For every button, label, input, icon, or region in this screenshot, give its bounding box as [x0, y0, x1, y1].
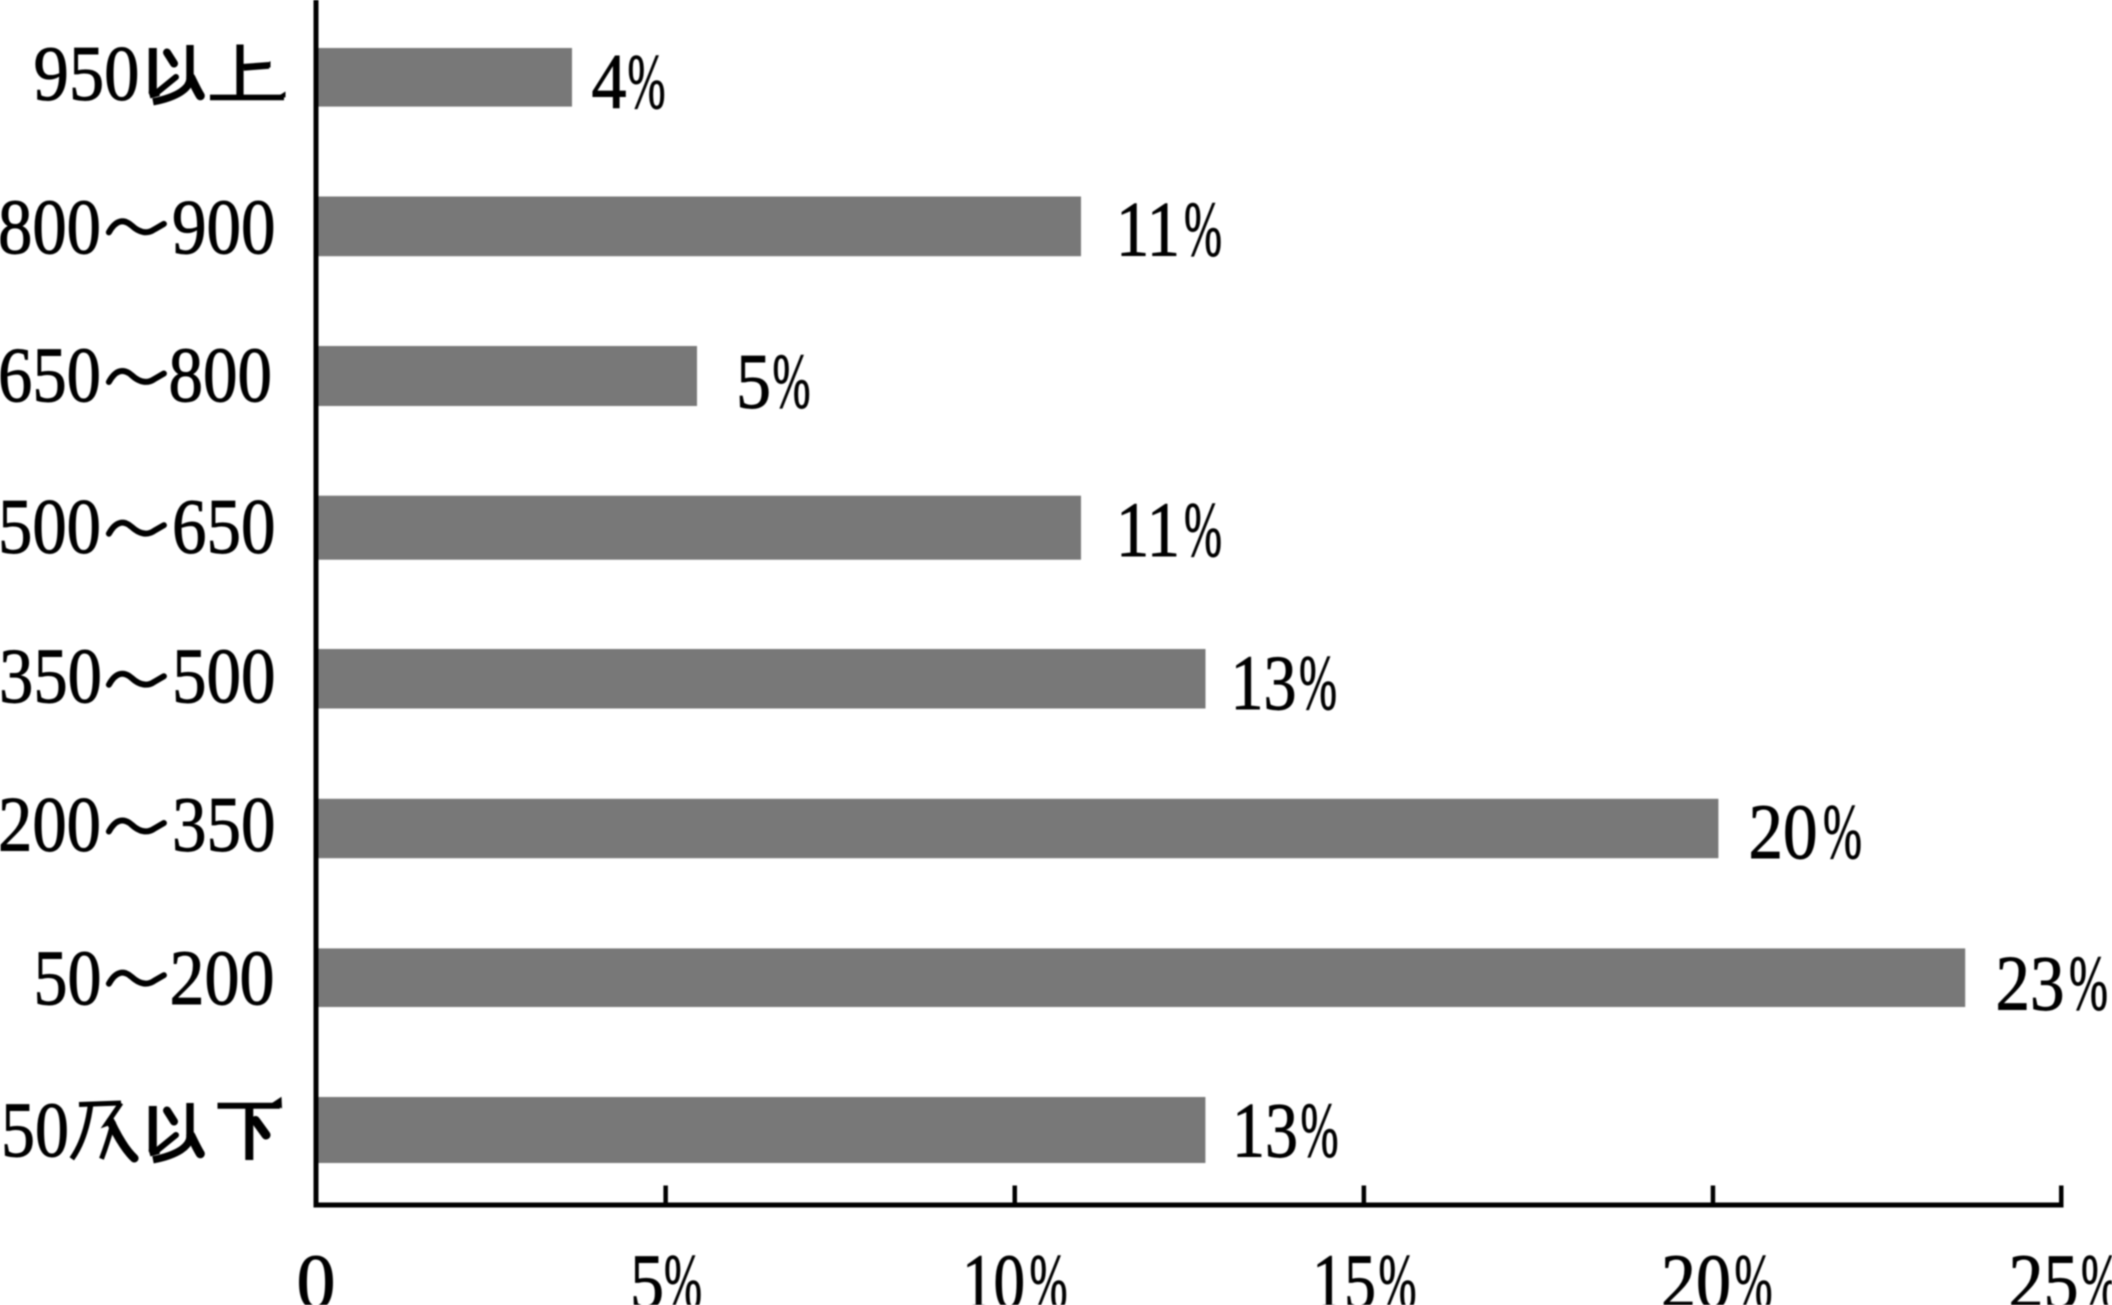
svg-text:%: %	[2081, 1238, 2112, 1305]
svg-text:800: 800	[169, 331, 273, 418]
svg-text:50: 50	[1, 1086, 69, 1173]
svg-text:4: 4	[592, 38, 627, 125]
svg-text:20: 20	[1661, 1238, 1731, 1305]
svg-text:11: 11	[1116, 186, 1180, 273]
svg-text:%: %	[664, 1238, 702, 1305]
svg-text:950: 950	[34, 30, 140, 117]
svg-text:%: %	[1184, 486, 1222, 573]
svg-text:25: 25	[2009, 1238, 2079, 1305]
svg-text:0: 0	[297, 1238, 336, 1305]
svg-text:%: %	[1735, 1238, 1773, 1305]
svg-text:500: 500	[0, 483, 101, 570]
svg-text:13: 13	[1231, 639, 1297, 726]
svg-text:650: 650	[0, 331, 101, 418]
svg-text:350: 350	[0, 632, 102, 719]
svg-text:5: 5	[630, 1238, 664, 1305]
svg-text:%: %	[1030, 1238, 1068, 1305]
svg-text:13: 13	[1232, 1087, 1298, 1174]
svg-text:5: 5	[736, 338, 771, 425]
svg-text:500: 500	[172, 632, 276, 719]
svg-text:%: %	[1823, 788, 1862, 875]
svg-text:350: 350	[172, 781, 276, 868]
svg-text:20: 20	[1749, 788, 1818, 875]
svg-text:15: 15	[1312, 1238, 1376, 1305]
svg-text:800: 800	[0, 183, 101, 270]
svg-text:650: 650	[172, 483, 276, 570]
svg-text:900: 900	[172, 183, 276, 270]
svg-text:%: %	[1299, 639, 1337, 726]
svg-text:10: 10	[962, 1238, 1025, 1305]
svg-text:200: 200	[0, 781, 101, 868]
svg-text:%: %	[1379, 1238, 1417, 1305]
svg-text:50: 50	[34, 934, 102, 1021]
svg-text:23: 23	[1996, 940, 2065, 1027]
svg-text:11: 11	[1116, 486, 1180, 573]
svg-text:%: %	[1184, 186, 1222, 273]
svg-text:%: %	[1301, 1087, 1339, 1174]
svg-text:%: %	[773, 338, 811, 425]
svg-text:200: 200	[170, 934, 275, 1021]
svg-text:%: %	[2069, 940, 2108, 1027]
svg-text:%: %	[628, 38, 666, 125]
